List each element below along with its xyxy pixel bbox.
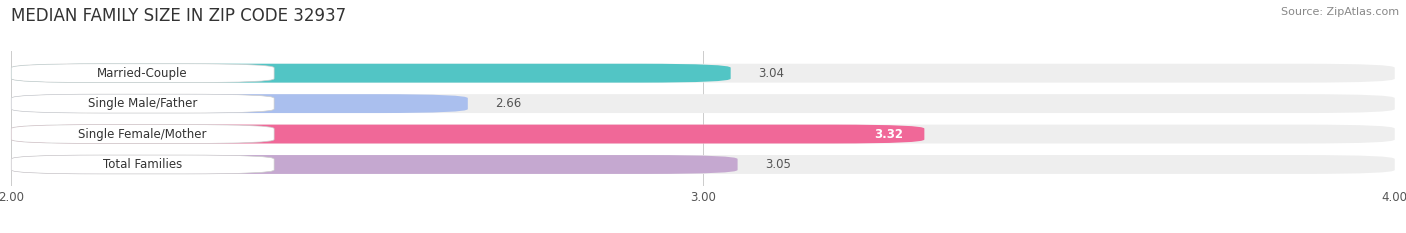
Text: 2.66: 2.66 bbox=[495, 97, 522, 110]
FancyBboxPatch shape bbox=[11, 155, 274, 174]
FancyBboxPatch shape bbox=[11, 125, 1395, 144]
Text: MEDIAN FAMILY SIZE IN ZIP CODE 32937: MEDIAN FAMILY SIZE IN ZIP CODE 32937 bbox=[11, 7, 346, 25]
FancyBboxPatch shape bbox=[11, 64, 274, 83]
Text: Married-Couple: Married-Couple bbox=[97, 67, 188, 80]
FancyBboxPatch shape bbox=[11, 155, 1395, 174]
FancyBboxPatch shape bbox=[11, 94, 274, 113]
Text: Source: ZipAtlas.com: Source: ZipAtlas.com bbox=[1281, 7, 1399, 17]
Text: Single Female/Mother: Single Female/Mother bbox=[79, 127, 207, 140]
Text: Single Male/Father: Single Male/Father bbox=[89, 97, 197, 110]
FancyBboxPatch shape bbox=[11, 94, 1395, 113]
FancyBboxPatch shape bbox=[11, 125, 924, 144]
FancyBboxPatch shape bbox=[11, 155, 738, 174]
Text: 3.04: 3.04 bbox=[758, 67, 785, 80]
Text: Total Families: Total Families bbox=[103, 158, 183, 171]
FancyBboxPatch shape bbox=[11, 64, 731, 83]
FancyBboxPatch shape bbox=[11, 64, 1395, 83]
Text: 3.05: 3.05 bbox=[765, 158, 792, 171]
FancyBboxPatch shape bbox=[11, 94, 468, 113]
FancyBboxPatch shape bbox=[11, 125, 274, 144]
Text: 3.32: 3.32 bbox=[875, 127, 904, 140]
